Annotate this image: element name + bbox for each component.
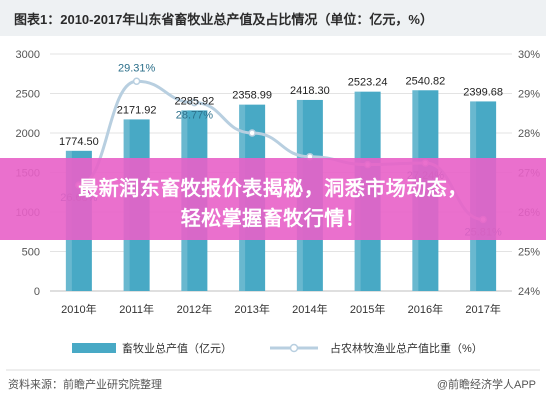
chart-title: 图表1：2010-2017年山东省畜牧业总产值及占比情况（单位：亿元，%） bbox=[14, 12, 433, 27]
bar-value-label: 2285.92 bbox=[174, 95, 214, 107]
bar-value-label: 2540.82 bbox=[405, 75, 445, 87]
source-note: 资料来源：前瞻产业研究院整理 bbox=[8, 379, 162, 391]
x-tick-label: 2017年 bbox=[465, 302, 500, 316]
line-value-label: 28.77% bbox=[176, 110, 214, 122]
x-tick-label: 2015年 bbox=[350, 302, 385, 316]
y-right-tick-label: 24% bbox=[518, 286, 540, 298]
line-point bbox=[248, 129, 256, 137]
bar-value-label: 1774.50 bbox=[59, 136, 99, 148]
bar-value-label: 2523.24 bbox=[348, 77, 388, 89]
y-right-tick-label: 28% bbox=[518, 128, 540, 140]
x-tick-label: 2011年 bbox=[119, 302, 154, 316]
title-bar: 图表1：2010-2017年山东省畜牧业总产值及占比情况（单位：亿元，%） bbox=[0, 0, 546, 36]
line-value-label: 29.31% bbox=[118, 62, 156, 74]
y-right-tick-label: 30% bbox=[518, 49, 540, 61]
legend-line-label: 占农林牧渔业总产值比重（%） bbox=[330, 343, 483, 355]
y-right-tick-label: 29% bbox=[518, 89, 540, 101]
x-tick-label: 2010年 bbox=[61, 302, 96, 316]
bar-value-label: 2418.30 bbox=[290, 85, 330, 97]
y-left-tick-label: 0 bbox=[34, 286, 40, 298]
y-left-tick-label: 2500 bbox=[16, 89, 40, 101]
bar-value-label: 2358.99 bbox=[232, 90, 272, 102]
x-tick-label: 2012年 bbox=[177, 302, 212, 316]
line-point bbox=[190, 98, 199, 107]
x-tick-label: 2016年 bbox=[408, 302, 443, 316]
legend-bar-swatch bbox=[72, 343, 116, 353]
y-left-tick-label: 2000 bbox=[16, 128, 40, 140]
bar-value-label: 2171.92 bbox=[117, 104, 157, 116]
line-point bbox=[132, 77, 141, 86]
x-tick-label: 2013年 bbox=[234, 302, 269, 316]
banner-line-1: 最新润东畜牧报价表揭秘，洞悉市场动态， bbox=[78, 178, 468, 200]
legend-bar-label: 畜牧业总产值（亿元） bbox=[122, 343, 232, 355]
y-right-tick-label: 25% bbox=[518, 247, 540, 259]
banner-line-2: 轻松掌握畜牧行情！ bbox=[180, 208, 366, 230]
bar-value-label: 2399.68 bbox=[463, 86, 503, 98]
legend-line-marker bbox=[289, 343, 299, 353]
promo-banner: 最新润东畜牧报价表揭秘，洞悉市场动态， 轻松掌握畜牧行情！ bbox=[0, 158, 546, 240]
y-left-tick-label: 3000 bbox=[16, 49, 40, 61]
x-tick-label: 2014年 bbox=[292, 302, 327, 316]
y-left-tick-label: 500 bbox=[22, 247, 40, 259]
brand-mark: @前瞻经济学人APP bbox=[436, 379, 536, 391]
